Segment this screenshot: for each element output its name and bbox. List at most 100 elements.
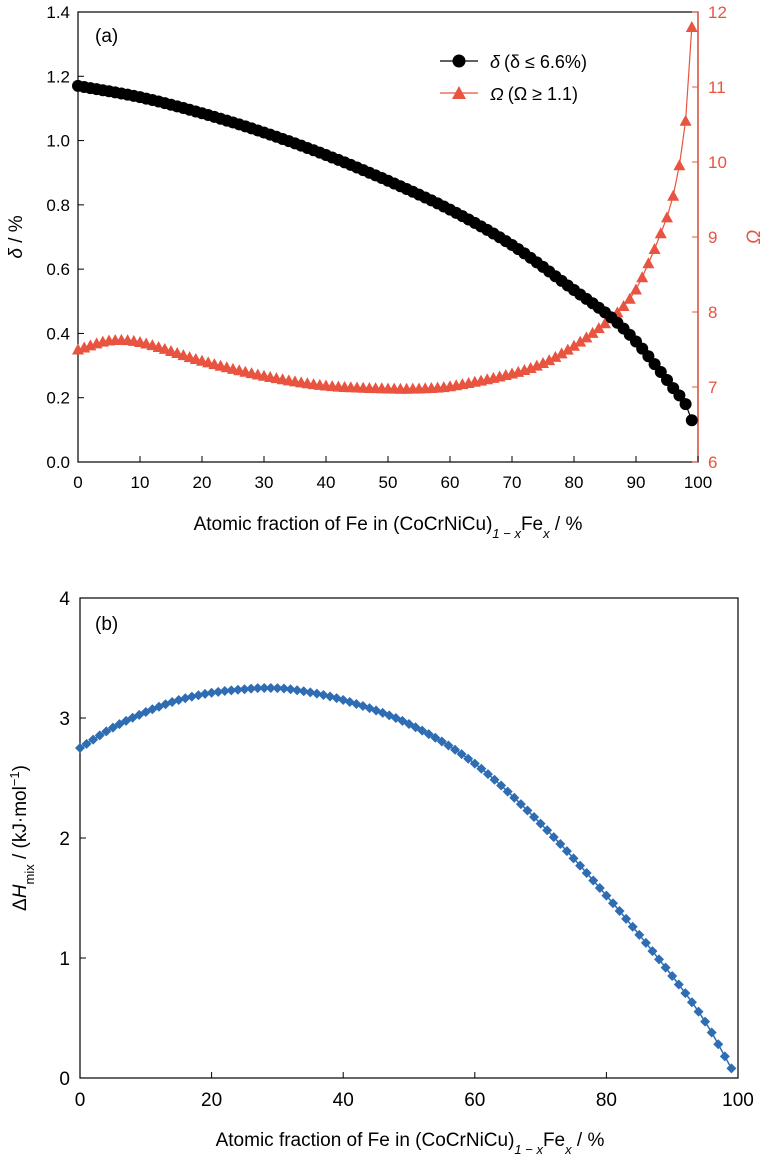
dhmix-point: [568, 853, 579, 864]
dhmix-point: [298, 686, 309, 697]
panel-a-y-tick-label: 0.6: [46, 260, 70, 279]
panel-a-y2-tick-label: 9: [708, 228, 717, 247]
dhmix-point: [81, 738, 92, 749]
dhmix-point: [594, 883, 605, 894]
panel-a-y2-tick-label: 12: [708, 3, 727, 22]
panel-a-x-tick-label: 90: [627, 473, 646, 492]
dhmix-point: [430, 732, 441, 743]
dhmix-point: [482, 769, 493, 780]
dhmix-point: [535, 818, 546, 829]
omega-point: [599, 317, 611, 329]
dhmix-point: [292, 685, 303, 696]
dhmix-point: [456, 749, 467, 760]
delta-series-line: [77, 85, 693, 421]
panel-a-plot-frame: [77, 11, 699, 463]
dhmix-point: [436, 736, 447, 747]
panel-a-y-tick-label: 0.4: [46, 324, 70, 343]
omega-point: [630, 283, 642, 295]
dhmix-point: [193, 690, 204, 701]
omega-point: [574, 335, 587, 347]
omega-point: [592, 322, 605, 334]
dhmix-point: [667, 971, 678, 981]
panel-a-y-tick-label: 1.4: [46, 3, 70, 22]
panel-a-x-tick-label: 40: [317, 473, 336, 492]
delta-point: [673, 389, 686, 402]
dhmix-point: [476, 763, 487, 774]
legend-delta-marker: [452, 54, 466, 68]
dhmix-point: [265, 683, 276, 693]
panel-a-y2-tick-label: 6: [708, 453, 717, 472]
panel-a-y-tick-label: 0.2: [46, 389, 70, 408]
dhmix-point: [496, 780, 507, 791]
omega-point: [636, 271, 649, 283]
panel-a-y-tick-label: 1.0: [46, 132, 70, 151]
dhmix-point: [627, 921, 638, 932]
dhmix-point: [94, 730, 105, 741]
dhmix-point: [186, 691, 197, 702]
dhmix-point: [101, 726, 112, 737]
dhmix-point: [686, 997, 697, 1008]
panel-a-label: (a): [95, 26, 118, 47]
panel-b-label: (b): [95, 614, 118, 635]
dhmix-point: [581, 868, 592, 879]
dhmix-point: [88, 734, 99, 745]
dhmix-point: [607, 898, 618, 909]
dhmix-point: [601, 890, 612, 901]
panel-b-y-tick-label: 3: [59, 709, 70, 730]
omega-point: [661, 211, 673, 223]
omega-point: [555, 347, 568, 359]
dhmix-point: [285, 684, 296, 695]
panel-a-x-tick-label: 100: [684, 473, 712, 492]
panel-b-y-axis-title: ΔHmix / (kJ·mol−1): [7, 765, 37, 911]
panel-a-x-tick-label: 30: [255, 473, 274, 492]
dhmix-point: [417, 725, 428, 736]
dhmix-point: [305, 687, 316, 698]
dhmix-point: [502, 786, 513, 797]
dhmix-point: [693, 1006, 704, 1017]
dhmix-point: [515, 799, 526, 810]
panel-b-y-tick-label: 2: [59, 829, 70, 850]
dhmix-point: [463, 753, 474, 764]
dhmix-point: [278, 683, 289, 694]
dhmix-point: [239, 684, 250, 695]
panel-a-y2-tick-label: 10: [708, 153, 727, 172]
omega-point: [561, 343, 574, 355]
omega-point: [685, 21, 698, 32]
panel-b-x-tick-label: 80: [596, 1090, 617, 1111]
panel-b-y-tick-label: 1: [59, 949, 70, 970]
panel-b-plot-frame: [79, 597, 739, 1079]
dhmix-point: [575, 860, 586, 871]
dhmix-point: [719, 1051, 730, 1062]
omega-point: [654, 227, 667, 239]
panel-b-x-tick-label: 60: [464, 1090, 485, 1111]
dhmix-point: [311, 688, 322, 699]
panel-b-chart: 0 20 40 60 80 100 0 1 2 3 4 (b) Atomic fraction of…: [7, 589, 754, 1157]
panel-b-x-tick-label: 20: [201, 1090, 222, 1111]
panel-a-legend: δ (δ ≤ 6.6%) Ω (Ω ≥ 1.1): [440, 52, 587, 104]
dhmix-point: [640, 937, 651, 948]
dhmix-point: [246, 683, 257, 694]
dhmix-point: [700, 1016, 711, 1027]
omega-point: [568, 339, 580, 351]
dhmix-point: [318, 690, 329, 701]
panel-a-y2-tick-label: 7: [708, 378, 717, 397]
dhmix-point: [252, 683, 263, 694]
panel-a-chart: 0 10 20 30 40 50 60 70 80 90 100 0.0 0.2 0.4 0.6 0.8 1.0…: [6, 3, 765, 541]
dhmix-point: [469, 758, 480, 769]
panel-a-x-axis-title: Atomic fraction of Fe in (CoCrNiCu)1 − x…: [194, 514, 583, 541]
panel-b-y-tick-label: 4: [59, 589, 70, 610]
dhmix-point: [548, 832, 559, 843]
omega-point: [673, 159, 686, 171]
dhmix-point: [654, 954, 665, 965]
dhmix-point: [529, 812, 540, 823]
dhmix-point: [542, 825, 553, 836]
panel-a-y2-tick-label: 11: [708, 78, 726, 97]
panel-a-y2-axis-title: Ω: [744, 230, 765, 244]
delta-point: [685, 414, 698, 427]
panel-b-x-tick-label: 100: [722, 1090, 754, 1111]
dhmix-point: [555, 839, 566, 850]
omega-point: [549, 350, 562, 362]
panel-a-x-tick-label: 80: [565, 473, 584, 492]
dhmix-point: [450, 744, 461, 755]
